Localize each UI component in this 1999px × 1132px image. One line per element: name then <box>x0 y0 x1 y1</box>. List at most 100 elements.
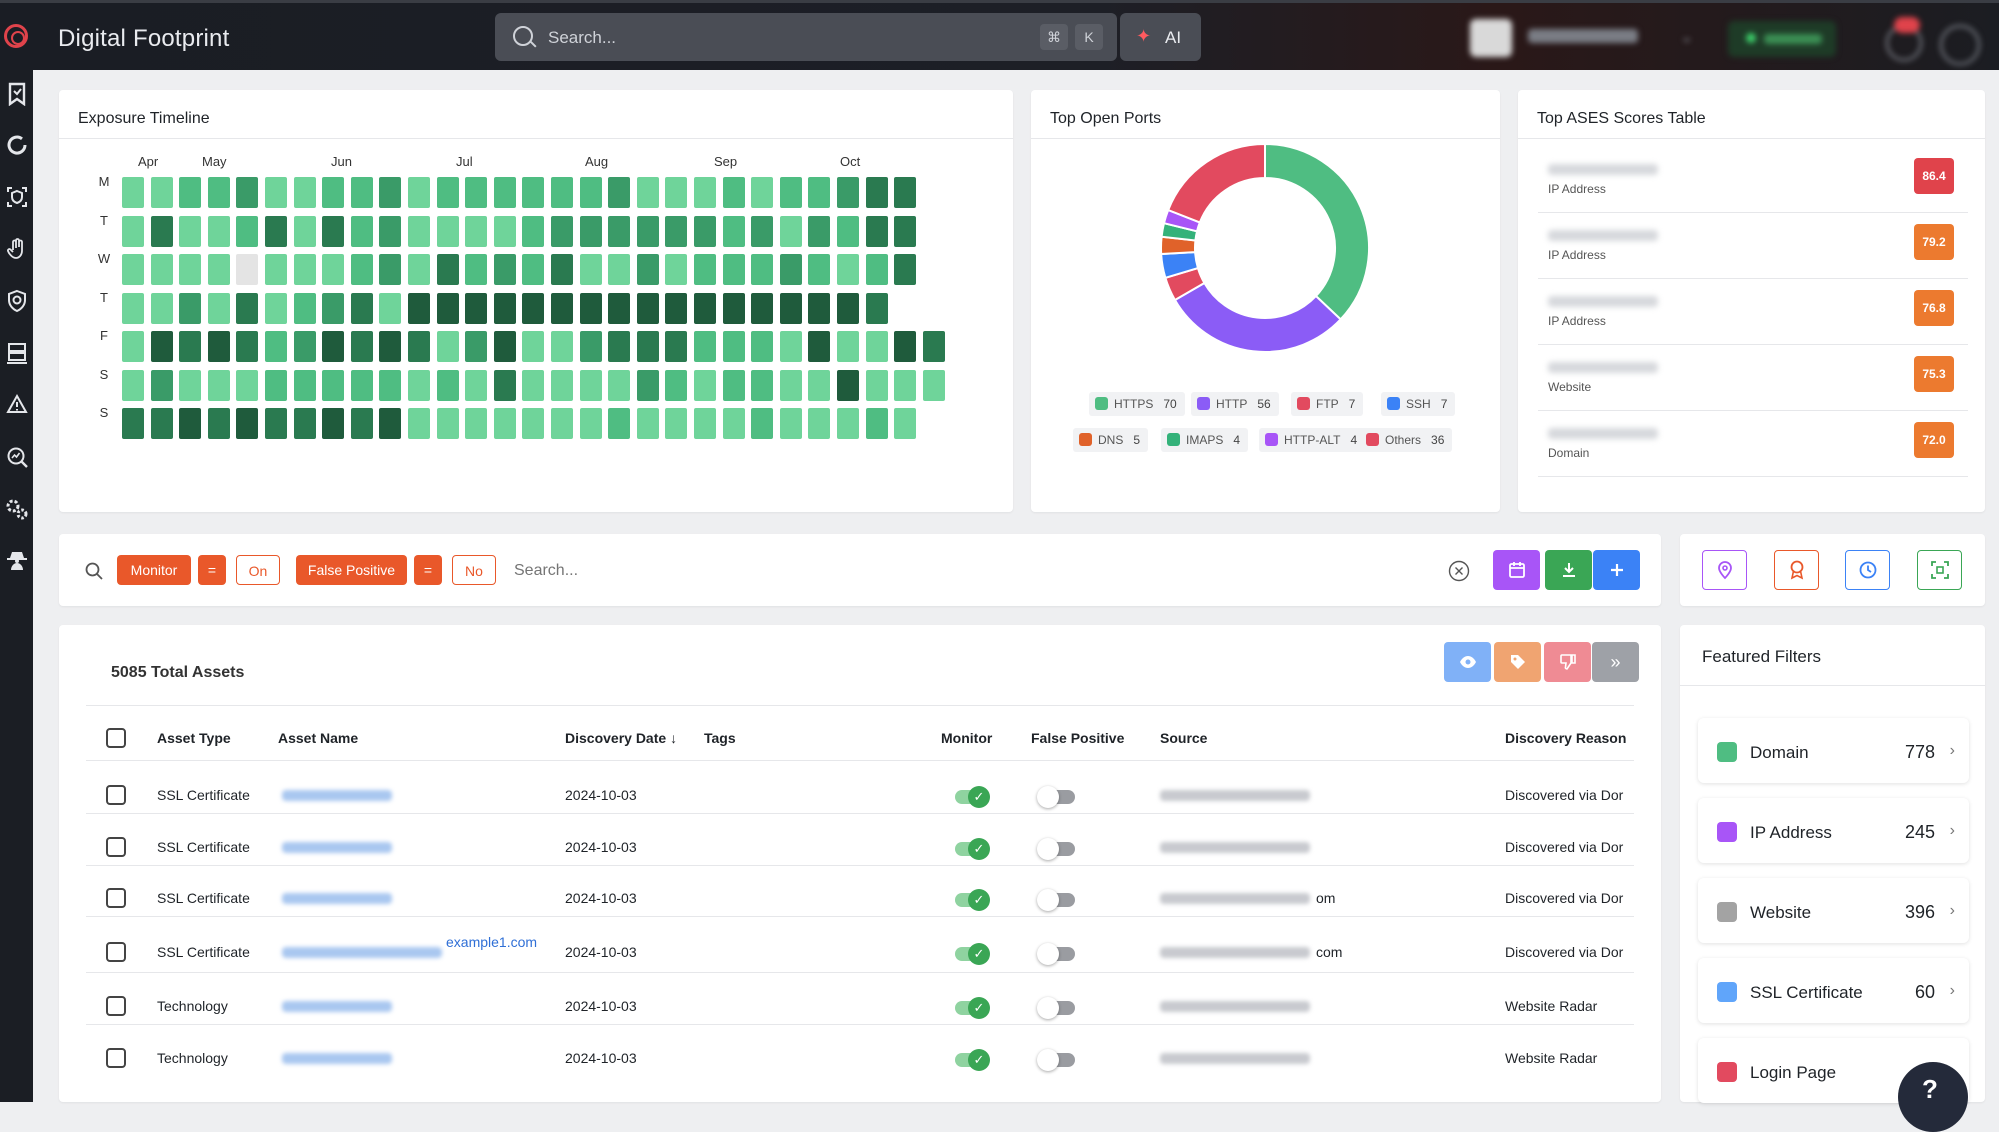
heatmap-cell[interactable] <box>837 408 859 439</box>
filter-field-monitor[interactable]: Monitor <box>117 555 191 585</box>
false-positive-toggle[interactable] <box>1037 786 1075 808</box>
heatmap-cell[interactable] <box>894 408 917 439</box>
heatmap-cell[interactable] <box>779 408 802 439</box>
heatmap-cell[interactable] <box>122 177 144 208</box>
heatmap-cell[interactable] <box>465 331 488 362</box>
col-discovery-reason[interactable]: Discovery Reason <box>1505 730 1627 746</box>
heatmap-cell[interactable] <box>694 177 716 208</box>
col-source[interactable]: Source <box>1160 730 1208 746</box>
heatmap-cell[interactable] <box>522 215 545 247</box>
heatmap-cell[interactable] <box>207 292 230 324</box>
help-button[interactable]: ? <box>1898 1062 1968 1132</box>
heatmap-cell[interactable] <box>436 254 459 285</box>
heatmap-cell[interactable] <box>636 177 659 208</box>
false-positive-toggle[interactable] <box>1037 838 1075 860</box>
heatmap-cell[interactable] <box>493 331 516 362</box>
heatmap-cell[interactable] <box>636 331 659 362</box>
false-positive-toggle[interactable] <box>1037 1049 1075 1071</box>
more-actions-button[interactable]: » <box>1592 642 1639 682</box>
heatmap-cell[interactable] <box>665 215 688 247</box>
heatmap-cell[interactable] <box>665 254 688 285</box>
heatmap-cell[interactable] <box>207 177 230 208</box>
heatmap-cell[interactable] <box>808 331 831 362</box>
heatmap-cell[interactable] <box>408 292 430 324</box>
bookmark-icon[interactable] <box>4 82 30 108</box>
heatmap-cell[interactable] <box>722 408 745 439</box>
ases-row[interactable]: IP Address 86.4 <box>1538 146 1968 213</box>
ases-row[interactable]: Domain 72.0 <box>1538 410 1968 477</box>
heatmap-cell[interactable] <box>751 331 774 362</box>
asset-name-link[interactable] <box>282 790 392 801</box>
heatmap-cell[interactable] <box>751 254 774 285</box>
heatmap-cell[interactable] <box>236 408 259 439</box>
heatmap-cell[interactable] <box>122 215 144 247</box>
heatmap-cell[interactable] <box>522 177 545 208</box>
asset-name-link[interactable] <box>282 893 392 904</box>
legend-item-http[interactable]: HTTP 56 <box>1191 392 1279 416</box>
heatmap-cell[interactable] <box>779 254 802 285</box>
monitor-toggle[interactable]: ✓ <box>955 943 990 965</box>
heatmap-cell[interactable] <box>837 177 859 208</box>
heatmap-cell[interactable] <box>522 408 545 439</box>
heatmap-cell[interactable] <box>579 408 602 439</box>
heatmap-cell[interactable] <box>322 254 345 285</box>
alert-icon[interactable] <box>4 393 30 419</box>
heatmap-cell[interactable] <box>122 408 144 439</box>
thumbs-down-button[interactable] <box>1544 642 1591 682</box>
heatmap-cell[interactable] <box>436 408 459 439</box>
heatmap-cell[interactable] <box>408 215 430 247</box>
featured-filter-website[interactable]: Website 396 › <box>1698 878 1969 943</box>
scan-button[interactable] <box>1917 550 1962 590</box>
heatmap-cell[interactable] <box>865 369 888 401</box>
monitor-toggle[interactable]: ✓ <box>955 997 990 1019</box>
heatmap-cell[interactable] <box>436 369 459 401</box>
heatmap-cell[interactable] <box>722 331 745 362</box>
heatmap-cell[interactable] <box>608 177 631 208</box>
row-checkbox[interactable] <box>106 837 126 857</box>
legend-item-http-alt[interactable]: HTTP-ALT 4 <box>1259 428 1366 452</box>
heatmap-cell[interactable] <box>579 331 602 362</box>
heatmap-cell[interactable] <box>150 215 173 247</box>
search-chart-icon[interactable] <box>4 445 30 471</box>
heatmap-cell[interactable] <box>207 254 230 285</box>
heatmap-cell[interactable] <box>122 369 144 401</box>
certificate-button[interactable] <box>1774 550 1819 590</box>
false-positive-toggle[interactable] <box>1037 889 1075 911</box>
heatmap-cell[interactable] <box>694 215 716 247</box>
heatmap-cell[interactable] <box>522 369 545 401</box>
heatmap-cell[interactable] <box>837 215 859 247</box>
select-all-checkbox[interactable] <box>106 728 126 748</box>
featured-filter-domain[interactable]: Domain 778 › <box>1698 718 1969 783</box>
heatmap-cell[interactable] <box>722 177 745 208</box>
heatmap-cell[interactable] <box>150 177 173 208</box>
heatmap-cell[interactable] <box>236 215 259 247</box>
heatmap-cell[interactable] <box>551 408 573 439</box>
heatmap-cell[interactable] <box>865 215 888 247</box>
row-checkbox[interactable] <box>106 888 126 908</box>
legend-item-https[interactable]: HTTPS 70 <box>1089 392 1185 416</box>
heatmap-cell[interactable] <box>579 369 602 401</box>
monitor-toggle[interactable]: ✓ <box>955 786 990 808</box>
view-button[interactable] <box>1444 642 1491 682</box>
heatmap-cell[interactable] <box>551 292 573 324</box>
heatmap-cell[interactable] <box>236 369 259 401</box>
heatmap-cell[interactable] <box>322 177 345 208</box>
history-button[interactable] <box>1845 550 1890 590</box>
heatmap-cell[interactable] <box>608 408 631 439</box>
heatmap-cell[interactable] <box>608 369 631 401</box>
heatmap-cell[interactable] <box>922 369 945 401</box>
heatmap-cell[interactable] <box>751 408 774 439</box>
notifications-button[interactable] <box>1886 17 1922 61</box>
heatmap-cell[interactable] <box>636 369 659 401</box>
heatmap-cell[interactable] <box>808 408 831 439</box>
logo-icon[interactable] <box>4 24 28 48</box>
heatmap-cell[interactable] <box>436 331 459 362</box>
asset-name-suffix[interactable]: example1.com <box>446 934 538 950</box>
heatmap-cell[interactable] <box>408 331 430 362</box>
asset-name-link[interactable] <box>282 1001 392 1012</box>
heatmap-cell[interactable] <box>350 331 373 362</box>
heatmap-cell[interactable] <box>122 254 144 285</box>
target-shield-icon[interactable] <box>4 289 30 315</box>
heatmap-cell[interactable] <box>522 292 545 324</box>
heatmap-cell[interactable] <box>293 215 316 247</box>
